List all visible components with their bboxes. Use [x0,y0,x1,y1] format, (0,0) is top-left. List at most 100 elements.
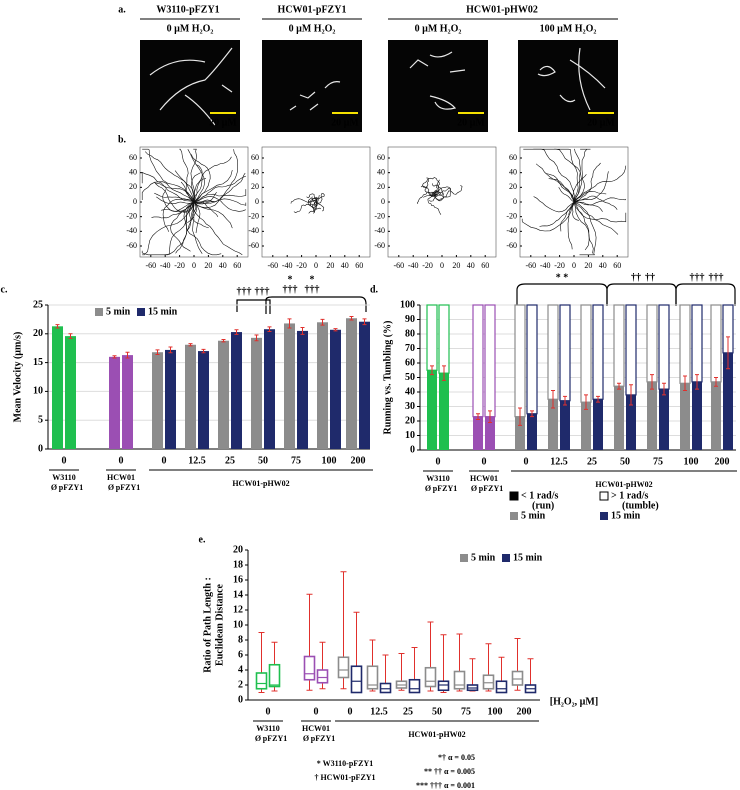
bar [264,329,275,449]
y-tick-label: 60 [129,153,137,162]
track [545,173,575,203]
x-tick-label: 40 [341,261,349,270]
group-sublabel: pFZY1 [433,484,457,493]
error-bar [683,375,687,392]
y-axis-label: Mean Velocity (µm/s) [12,332,23,423]
x-tick-label: 200 [715,456,730,467]
track [193,201,201,234]
track [573,201,627,223]
y-tick-label: 25 [33,299,43,310]
plot-frame [387,146,497,258]
bar [485,416,495,450]
y-tick-label: 40 [251,167,259,176]
error-bar [320,318,325,326]
micrographs [140,40,618,132]
bar [122,355,133,449]
bar [473,416,483,450]
error-bar [617,382,621,390]
track [183,201,222,256]
group-label: W3110 [426,474,450,483]
y-tick-label: 15 [33,357,43,368]
legend-label: 5 min [471,552,496,563]
track [573,162,601,203]
footnote-alpha: *** ††† α = 0.001 [416,781,475,790]
bar-segment [613,304,625,387]
bar [527,413,537,450]
track [548,178,575,203]
track [314,196,319,203]
error-bar [563,395,567,406]
bar-segment [592,304,604,400]
x-tick-label: 0 [266,706,271,717]
x-tick-label: 0 [524,456,529,467]
track [315,193,325,204]
footnote-alpha: *† α = 0.05 [438,753,475,762]
scale-bar-label: 20 µM [587,117,615,128]
y-tick-label: 0 [410,444,415,455]
x-tick-label: 0 [162,455,167,466]
track [193,156,232,203]
y-tick-label: 80 [405,328,415,339]
y-tick-label: 60 [251,153,259,162]
x-tick-label: 0 [314,261,318,270]
legend-label: 15 min [148,306,178,317]
x-tick-label: 20 [584,261,592,270]
y-tick-label: 20 [377,182,385,191]
error-bar [596,395,600,403]
bar-segment [526,304,538,415]
y-tick-label: -60 [126,241,137,250]
group-sublabel: Ø [51,483,57,492]
group-sublabel: pFZY1 [263,734,287,743]
y-tick-label: 40 [377,167,385,176]
track [193,198,247,207]
box [350,665,363,694]
y-tick-label: 0 [513,197,517,206]
bar-segment [426,304,438,371]
error-bar [201,348,206,354]
bar [231,332,242,449]
error-bar [287,318,292,329]
track [560,201,575,232]
bar [346,318,357,449]
x-tick-label: 0 [314,706,319,717]
track [521,201,575,232]
x-tick-label: 50 [620,456,630,467]
x-tick-label: 0 [348,706,353,717]
group-label: HCW01-pHW02 [232,479,289,488]
y-tick-label: 12 [233,604,243,615]
y-tick-label: 20 [405,415,415,426]
bar-segment [559,304,571,402]
y-tick-label: 18 [233,559,243,570]
box [424,666,437,688]
legend-swatch [460,554,468,562]
x-tick-label: 25 [225,455,235,466]
group-label: HCW01 [302,724,330,733]
track [573,197,627,206]
legend-label: 15 min [513,552,543,563]
bar [427,370,437,450]
x-tick-label: -20 [174,261,185,270]
legend-label: < 1 rad/s [521,490,558,501]
strain-label: HCW01-pHW02 [466,4,538,15]
x-tick-label: 100 [322,455,337,466]
y-tick-label: 10 [233,619,243,630]
footnote-symbol: † HCW01-pFZY1 [314,773,375,782]
x-tick-label: 20 [326,261,334,270]
x-tick-label: 20 [452,261,460,270]
bar [548,399,558,450]
legend-swatch [502,554,510,562]
legend-swatch [509,491,519,501]
error-bar [254,334,259,342]
scale-bar-label: 20 µM [457,117,485,128]
x-tick-label: 75 [461,706,471,717]
significance-mark: ††† [690,272,705,283]
legend-swatch [510,512,518,520]
error-bar [584,394,588,410]
bar [297,330,308,449]
track [420,185,436,197]
x-tick-label: -60 [525,261,536,270]
x-axis-label: [H₂O₂, µM] [550,696,598,707]
y-tick-label: 20 [509,182,517,191]
x-tick-label: 20 [204,261,212,270]
legend-label: (tumble) [622,500,659,511]
